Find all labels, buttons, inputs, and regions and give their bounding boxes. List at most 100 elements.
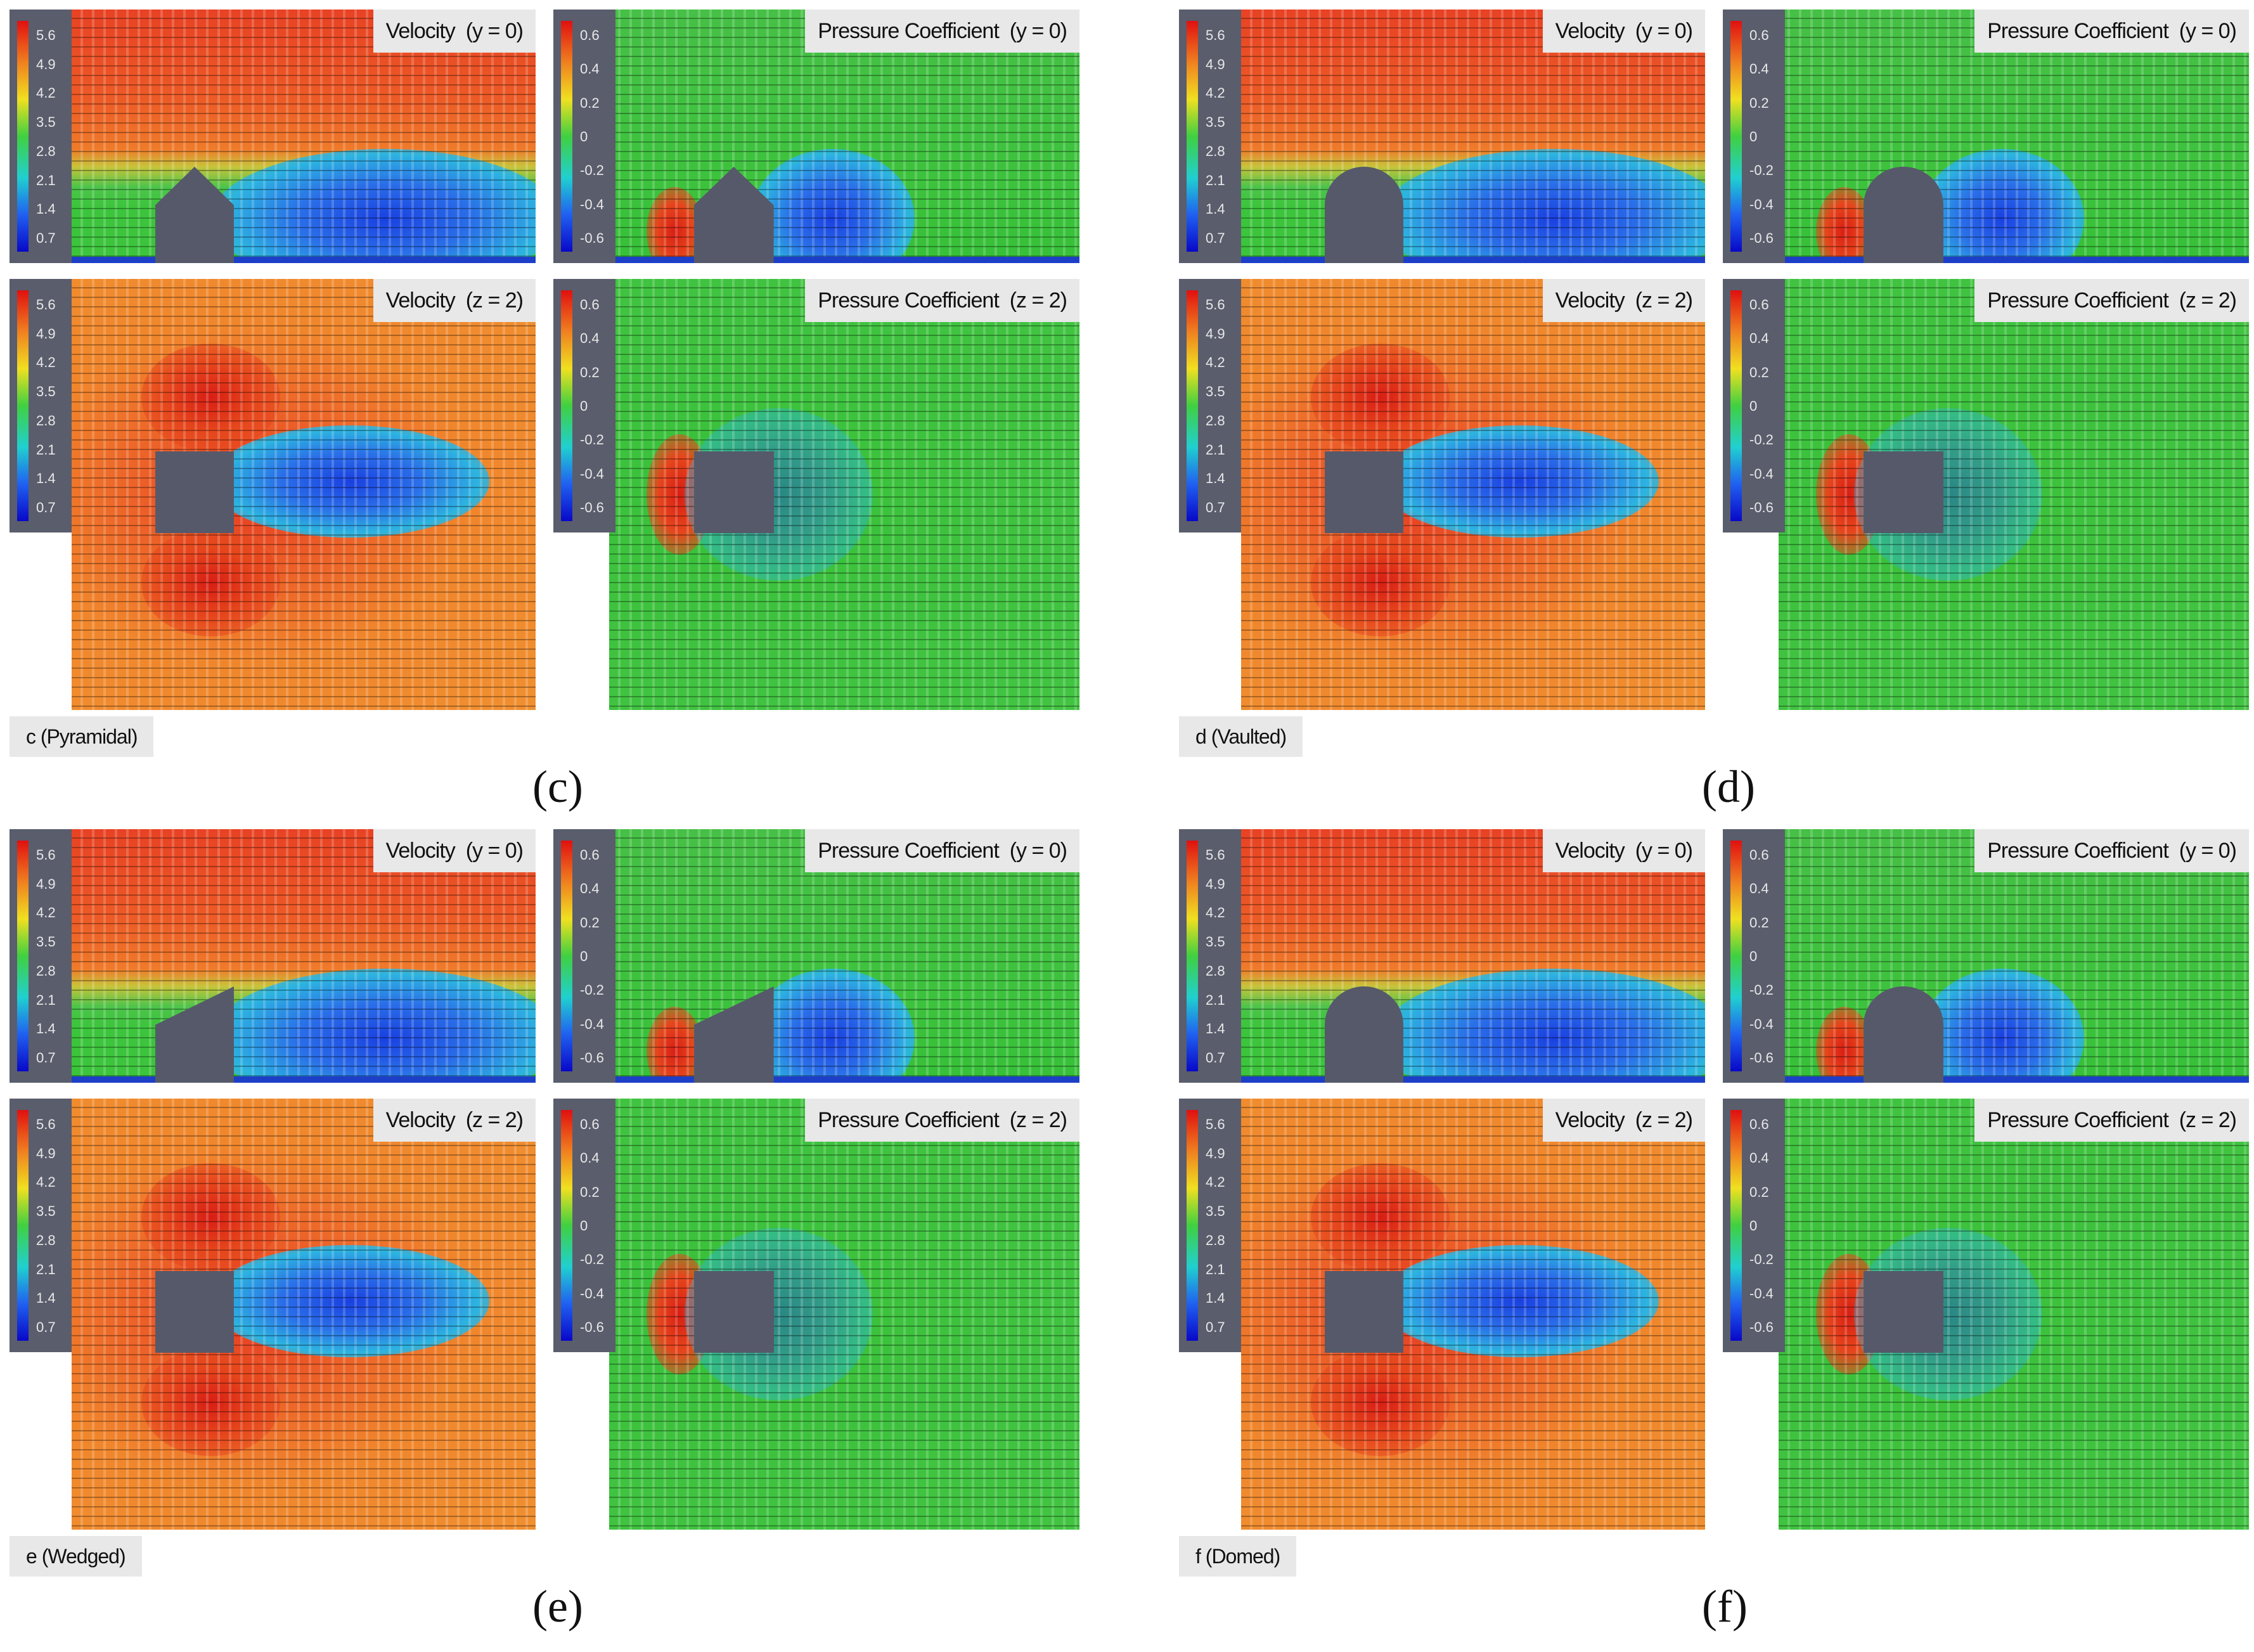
colorbar-tick-label: -0.4 [1749,1016,1774,1032]
colorbar-tick-label: 0.7 [1206,1050,1225,1066]
colorbar-gradient [1187,21,1198,252]
colorbar-gradient [1730,841,1742,1071]
building-footprint [1324,1271,1404,1353]
wake-region [1380,969,1705,1083]
velocity-vectors [609,1099,1079,1530]
plot-panel-vel-y: 5.6 4.9 4.2 3.5 2.8 2.1 1.4 0.7 Velocity (y = 0) [10,829,536,1083]
panel-title-plane: (z = 2) [2179,288,2237,313]
building-section [1324,167,1404,263]
colorbar-tick-label: 2.1 [1206,172,1225,188]
panel-title: Velocity (z = 2) [373,1099,536,1142]
plot-panel-cp-z: 0.6 0.4 0.2 0 -0.2 -0.4 -0.6 Pressure Coefficie… [553,1099,1079,1530]
colorbar-tick-label: 0 [580,1218,588,1234]
panel-title-quantity: Pressure Coefficient [1987,1107,2169,1132]
panel-title-quantity: Velocity [385,838,456,863]
plot-panel-vel-z: 5.6 4.9 4.2 3.5 2.8 2.1 1.4 0.7 Velocity (z = 2) [1179,279,1705,710]
colorbar-legend: 0.6 0.4 0.2 0 -0.2 -0.4 -0.6 [1723,829,1785,1083]
colorbar-tick-label: 4.2 [36,905,56,921]
colorbar-tick-label: 1.4 [1206,1021,1225,1037]
building-footprint [1863,451,1943,534]
velocity-vectors [1241,279,1705,710]
panel-title-plane: (z = 2) [465,1107,524,1132]
acceleration-region [141,1163,281,1271]
colorbar-tick-label: 0.6 [580,847,600,863]
colorbar-tick-label: -0.6 [1749,1050,1774,1066]
panel-title: Pressure Coefficient (y = 0) [1974,829,2249,872]
colorbar-legend: 0.6 0.4 0.2 0 -0.2 -0.4 -0.6 [1723,279,1785,532]
colorbar-tick-label: 0.7 [36,500,56,515]
colorbar-tick-label: 0.4 [580,1150,600,1166]
quadrant-e: 5.6 4.9 4.2 3.5 2.8 2.1 1.4 0.7 Velocity (y = 0)… [10,829,1087,1647]
colorbar-tick-label: 0.2 [580,1184,600,1200]
building-footprint [693,1271,774,1353]
colorbar-tick-label: -0.6 [580,500,604,515]
colorbar-gradient [1187,1110,1198,1341]
panel-title-plane: (y = 0) [1635,838,1693,863]
colorbar-tick-label: 3.5 [36,114,56,131]
colorbar-tick-label: 0.4 [580,61,600,77]
colorbar-tick-label: 0.6 [1749,297,1769,313]
colorbar-tick-label: 0.7 [36,1319,56,1335]
panel-title-quantity: Pressure Coefficient [1987,18,2169,43]
panel-title-quantity: Pressure Coefficient [818,1107,1000,1132]
colorbar-tick-label: -0.6 [580,230,604,246]
colorbar-tick-label: -0.6 [1749,230,1774,246]
colorbar-tick-label: -0.6 [580,1050,604,1066]
panel-title-quantity: Velocity [1555,18,1625,43]
colorbar-tick-label: -0.4 [580,1016,604,1032]
colorbar-tick-label: 3.5 [1206,384,1225,400]
panel-title: Pressure Coefficient (z = 2) [1974,279,2249,322]
building-section [1863,167,1943,263]
colorbar-tick-label: 2.8 [1206,412,1225,429]
panel-title-plane: (z = 2) [1635,1107,1693,1132]
colorbar-legend: 5.6 4.9 4.2 3.5 2.8 2.1 1.4 0.7 [10,829,72,1083]
ground-plane [1779,1076,2249,1083]
colorbar-tick-label: 2.1 [36,441,56,458]
panel-title: Velocity (z = 2) [1542,279,1705,322]
colorbar-tick-label: 0 [1749,948,1758,964]
plot-panel-vel-z: 5.6 4.9 4.2 3.5 2.8 2.1 1.4 0.7 Velocity (z = 2) [10,1099,536,1530]
colorbar-tick-label: 0 [1749,1218,1758,1234]
colorbar-tick-label: 3.5 [36,1203,56,1220]
colorbar-tick-label: 2.1 [36,1261,56,1277]
colorbar-tick-label: 3.5 [1206,114,1225,131]
colorbar-tick-label: 0.6 [580,297,600,313]
flow-field-vel-z [72,1099,536,1530]
flow-field-vel-y [1241,829,1705,1083]
colorbar-tick-label: 0.7 [36,1050,56,1066]
panel-title-quantity: Velocity [1555,288,1625,313]
colorbar-tick-label: 0 [580,398,588,414]
colorbar-tick-label: 1.4 [1206,201,1225,217]
plot-panel-cp-y: 0.6 0.4 0.2 0 -0.2 -0.4 -0.6 Pressure Coefficie… [1723,829,2249,1083]
colorbar-tick-label: 2.1 [1206,991,1225,1008]
colorbar-tick-label: 5.6 [36,1116,56,1132]
panel-title-quantity: Velocity [385,18,456,43]
panel-title: Pressure Coefficient (z = 2) [805,1099,1079,1142]
colorbar-tick-label: -0.6 [580,1319,604,1335]
plot-panel-vel-y: 5.6 4.9 4.2 3.5 2.8 2.1 1.4 0.7 Velocity (y = 0) [10,10,536,263]
colorbar-tick-label: 2.8 [36,412,56,429]
colorbar-legend: 0.6 0.4 0.2 0 -0.2 -0.4 -0.6 [553,829,615,1083]
ground-plane [72,257,536,263]
panel-title-plane: (y = 0) [2179,838,2237,863]
subfigure-label: (c) [532,761,583,812]
quadrant-c: 5.6 4.9 4.2 3.5 2.8 2.1 1.4 0.7 Velocity (y = 0)… [10,10,1087,827]
velocity-vectors [1779,1099,2249,1530]
case-label: d (Vaulted) [1179,716,1303,757]
building-footprint [1863,1271,1943,1353]
plot-panel-cp-z: 0.6 0.4 0.2 0 -0.2 -0.4 -0.6 Pressure Coefficie… [1723,1099,2249,1530]
case-label: f (Domed) [1179,1536,1297,1577]
colorbar-tick-label: 0.6 [1749,847,1769,863]
panel-title-plane: (y = 0) [2179,18,2237,43]
colorbar-tick-label: 3.5 [36,934,56,950]
colorbar-tick-label: 0.6 [1749,27,1769,43]
building-footprint [693,451,774,534]
colorbar-tick-label: 3.5 [1206,934,1225,950]
flow-field-cp-z [1779,279,2249,710]
colorbar-tick-label: 0.4 [1749,1150,1769,1166]
colorbar-tick-label: 0.6 [1749,1116,1769,1132]
colorbar-gradient [17,1110,29,1341]
velocity-vectors [72,1099,536,1530]
flow-field-vel-z [1241,1099,1705,1530]
